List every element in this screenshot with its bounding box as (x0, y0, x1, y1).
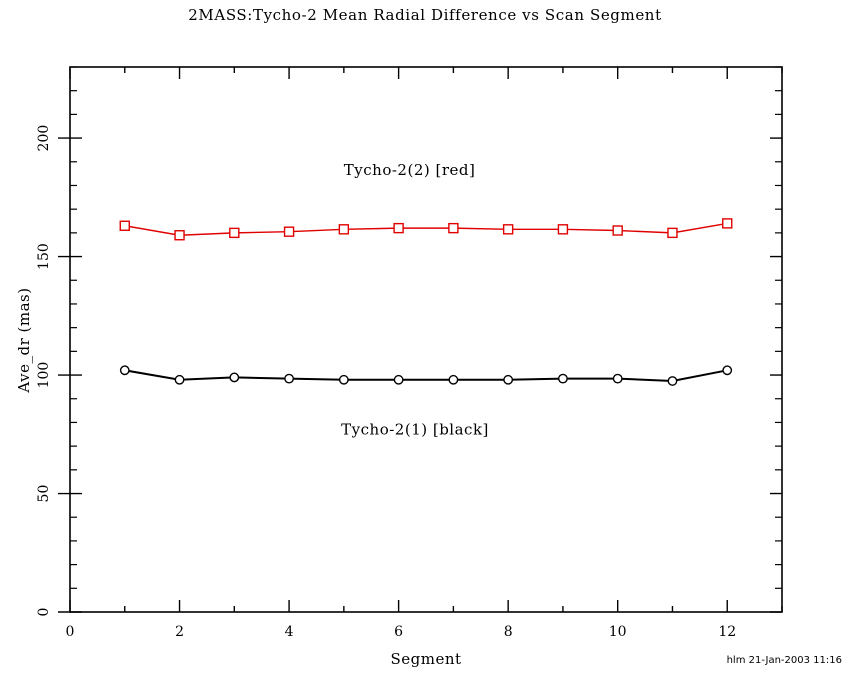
y-tick-label: 0 (36, 608, 52, 617)
data-point-square (448, 222, 459, 234)
data-point-circle (667, 376, 678, 386)
data-point-square (283, 226, 295, 237)
data-point-square (502, 224, 514, 235)
x-tick-label: 0 (66, 624, 75, 640)
series-line-Tycho-2(2) (124, 222, 728, 236)
x-tick-label: 6 (394, 624, 403, 640)
y-axis-label: Ave_dr (mas) (15, 287, 33, 393)
x-tick-label: 12 (718, 624, 736, 640)
data-point-circle (722, 365, 733, 376)
y-tick-label: 50 (36, 485, 52, 503)
data-point-square (557, 224, 569, 235)
data-point-square (338, 224, 350, 235)
data-point-square (119, 220, 130, 231)
plot-frame (69, 66, 783, 613)
data-point-circle (448, 374, 459, 385)
data-point-circle (393, 374, 404, 385)
y-tick-label: 200 (36, 125, 52, 152)
data-point-circle (612, 373, 623, 384)
y-tick-label: 100 (36, 362, 52, 389)
data-point-square (229, 227, 240, 239)
series-line-Tycho-2(1) (124, 369, 728, 382)
data-point-circle (174, 374, 185, 385)
x-axis-label: Segment (390, 650, 462, 668)
data-point-square (612, 225, 623, 236)
data-point-circle (284, 373, 294, 384)
data-point-square (174, 230, 185, 241)
timestamp: hlm 21-Jan-2003 11:16 (726, 655, 842, 666)
data-point-square (667, 227, 678, 239)
data-point-circle (503, 374, 514, 385)
data-point-square (393, 222, 404, 234)
data-point-circle (119, 365, 130, 376)
data-point-circle (558, 373, 568, 384)
x-tick-label: 4 (285, 624, 294, 640)
y-tick-label: 150 (36, 243, 52, 270)
series-annotation: Tycho-2(1) [black] (341, 421, 489, 439)
data-point-circle (229, 372, 240, 383)
x-tick-label: 10 (609, 624, 627, 640)
x-tick-label: 2 (175, 624, 184, 640)
data-point-circle (338, 374, 349, 385)
series-annotation: Tycho-2(2) [red] (344, 161, 476, 179)
x-tick-label: 8 (504, 624, 513, 640)
data-point-square (722, 218, 733, 229)
chart-title: 2MASS:Tycho-2 Mean Radial Difference vs … (188, 6, 662, 24)
